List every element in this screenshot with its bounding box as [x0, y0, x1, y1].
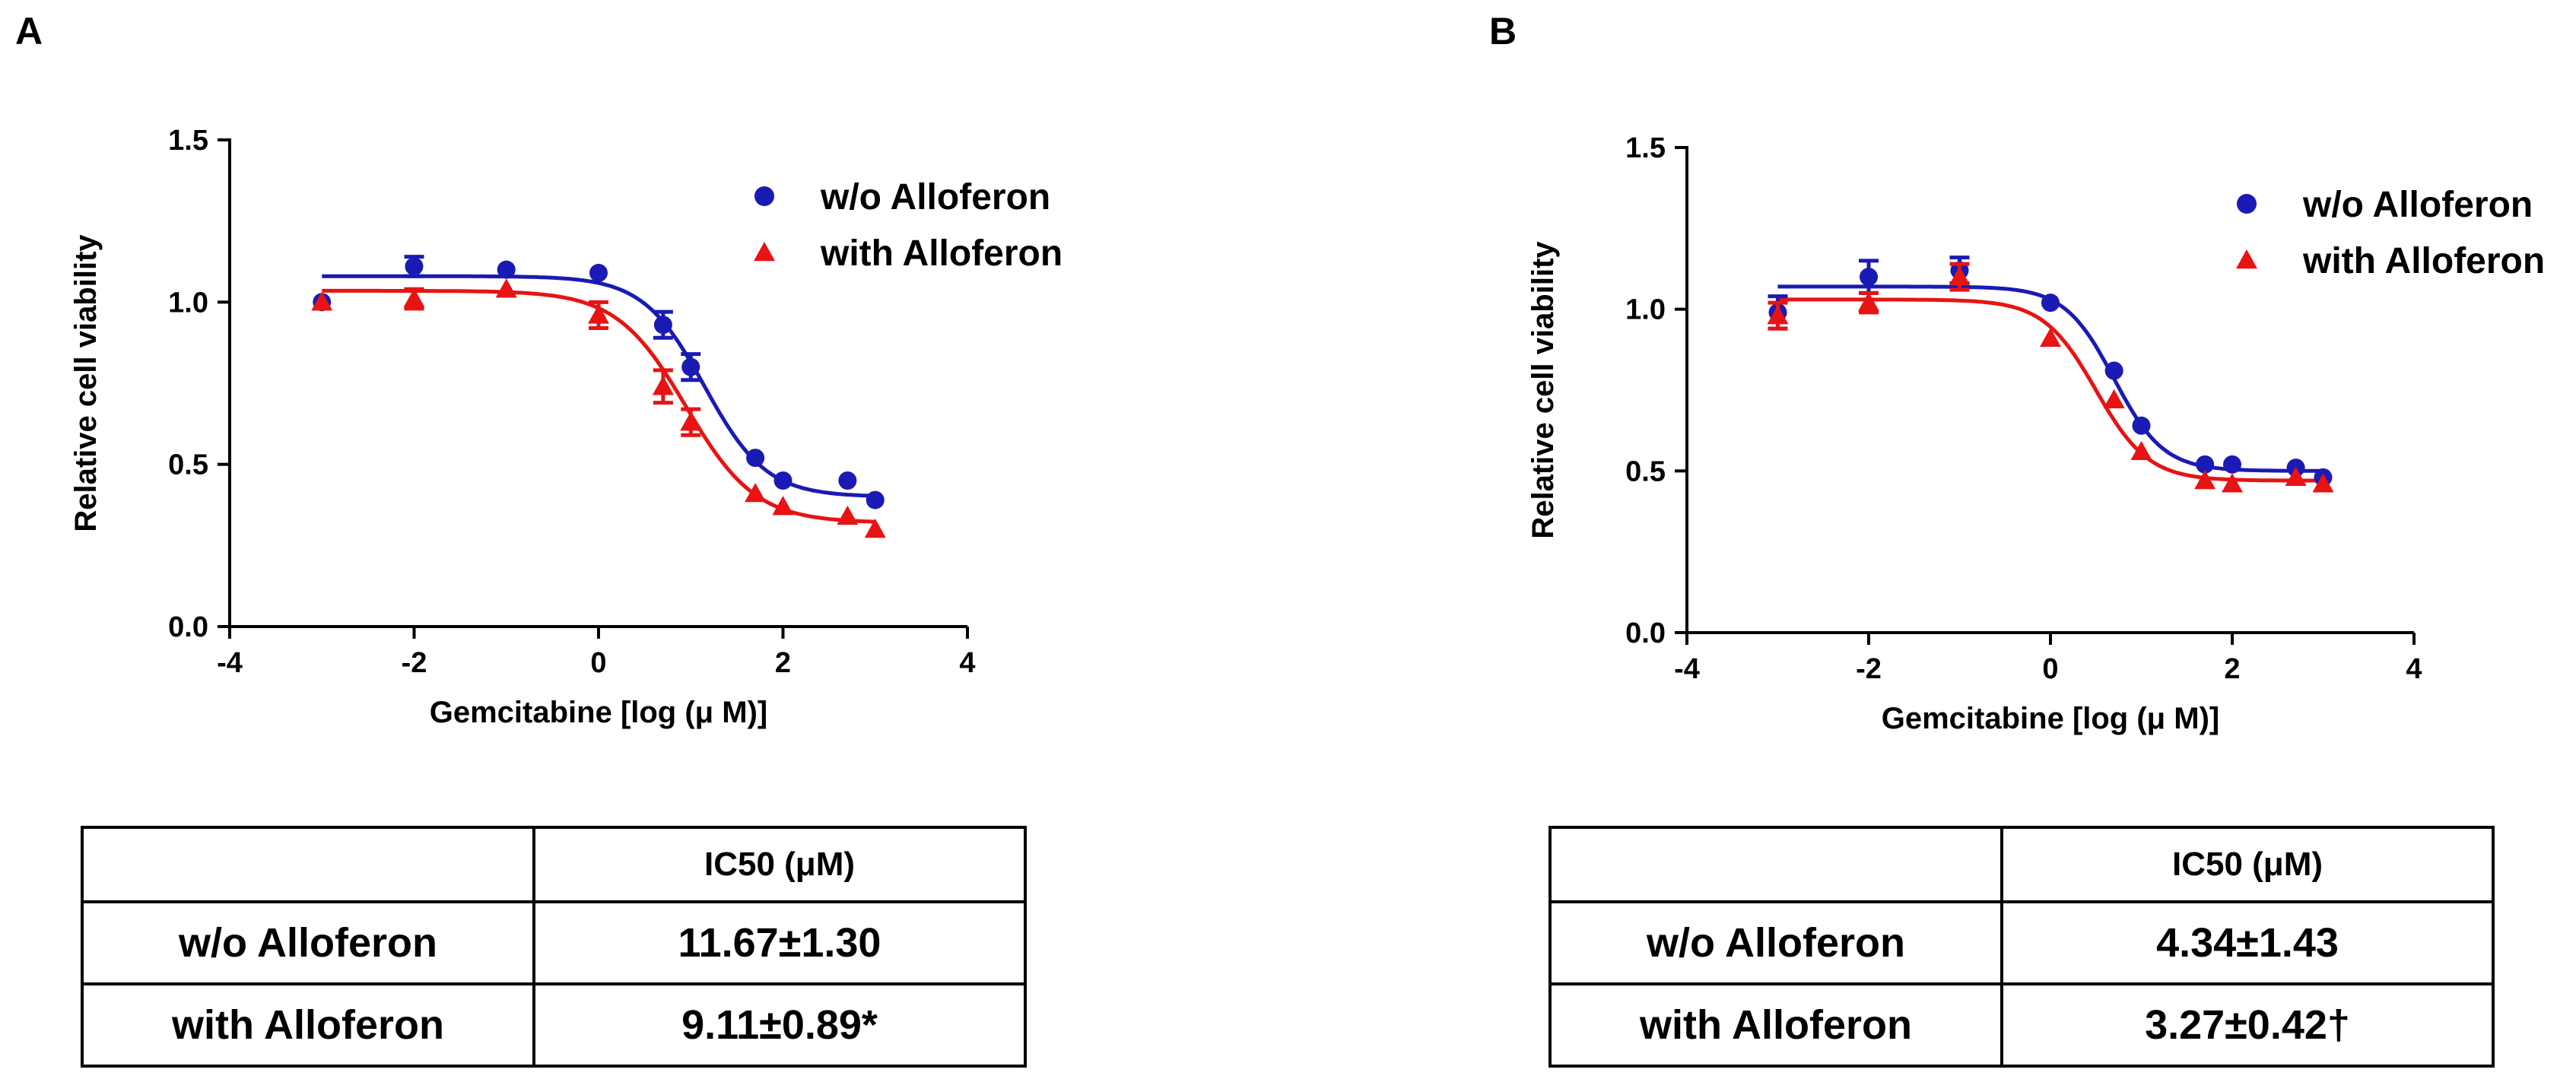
ic50-column-header: IC50 (μM) — [2000, 826, 2495, 903]
legend-label: with Alloferon — [820, 233, 1062, 274]
data-point — [405, 257, 424, 276]
data-point — [495, 278, 517, 298]
legend-marker — [754, 186, 774, 206]
row-label: w/o Alloferon — [1548, 900, 2003, 985]
table-row: with Alloferon 3.27±0.42† — [1548, 982, 2495, 1068]
y-axis-title: Relative cell viability — [69, 234, 103, 532]
data-point — [1860, 268, 1878, 287]
ic50-column-header: IC50 (μM) — [532, 826, 1027, 903]
legend-label: with Alloferon — [2302, 241, 2545, 281]
data-point — [864, 519, 886, 538]
y-tick-label: 0.0 — [1625, 617, 1666, 649]
ic50-value: 9.11±0.89* — [532, 982, 1027, 1068]
data-point — [746, 449, 765, 468]
y-tick-label: 1.5 — [1625, 132, 1666, 164]
x-tick-label: 0 — [2042, 653, 2058, 685]
data-point — [1767, 305, 1789, 325]
data-point — [653, 316, 672, 335]
data-point — [866, 490, 885, 509]
data-point — [745, 483, 767, 503]
legend-marker — [2236, 249, 2257, 269]
data-point — [2130, 440, 2152, 461]
data-point — [497, 260, 516, 279]
data-point — [2223, 455, 2241, 474]
data-point — [311, 291, 333, 311]
ic50-table-a: IC50 (μM) w/o Alloferon 11.67±1.30 with … — [81, 826, 1027, 1068]
chart-b: 0.0 0.5 1.0 1.5 -4 -2 0 2 4 Gemcitabine [log (μ M… — [1526, 132, 2545, 735]
data-point — [2222, 473, 2243, 493]
data-point — [837, 505, 859, 525]
data-point — [2104, 361, 2123, 380]
x-tick-label: -2 — [1856, 653, 1882, 685]
table-header-row: IC50 (μM) — [1548, 826, 2495, 903]
data-point — [652, 376, 674, 395]
panel-b: B 0.0 0.5 1.0 1.5 -4 -2 0 2 4 Gemcitabine [log (μ… — [1468, 0, 2576, 1079]
panel-letter: B — [1489, 10, 1517, 52]
data-point — [2103, 389, 2125, 408]
data-point — [838, 471, 857, 490]
data-point — [772, 496, 794, 516]
data-point — [1858, 292, 1879, 312]
data-point — [1949, 266, 1971, 286]
data-point — [589, 263, 608, 282]
row-label: with Alloferon — [1548, 982, 2003, 1068]
x-tick-label: -4 — [217, 647, 243, 679]
data-point — [2312, 473, 2334, 493]
chart-a: 0.0 0.5 1.0 1.5 -4 -2 0 2 4 Gemcitabine [log (μ M… — [69, 125, 1062, 729]
ic50-value: 4.34±1.43 — [2000, 900, 2495, 985]
x-axis-title: Gemcitabine [log (μ M)] — [1882, 702, 2219, 735]
legend-marker — [754, 242, 775, 262]
x-tick-label: 0 — [590, 647, 606, 679]
table-corner-cell — [81, 826, 535, 903]
data-point — [2132, 416, 2151, 435]
x-tick-label: -4 — [1674, 653, 1700, 685]
legend-marker — [2237, 194, 2257, 214]
y-tick-label: 1.5 — [168, 125, 208, 157]
data-point — [2194, 470, 2216, 490]
row-label: with Alloferon — [81, 982, 535, 1068]
y-tick-label: 0.0 — [168, 611, 208, 643]
panel-letter: A — [15, 10, 43, 52]
data-point — [2196, 455, 2215, 474]
data-point — [588, 304, 609, 324]
x-tick-label: 2 — [2224, 653, 2240, 685]
x-tick-label: 4 — [959, 647, 975, 679]
y-tick-label: 0.5 — [1625, 455, 1666, 487]
fit-curve — [1777, 297, 2323, 483]
row-label: w/o Alloferon — [81, 900, 535, 985]
x-tick-label: -2 — [402, 647, 427, 679]
x-tick-label: 4 — [2406, 653, 2422, 685]
table-header-row: IC50 (μM) — [81, 826, 1027, 903]
data-point — [680, 411, 702, 431]
y-tick-label: 1.0 — [168, 287, 208, 319]
ic50-table-b: IC50 (μM) w/o Alloferon 4.34±1.43 with A… — [1548, 826, 2495, 1068]
data-point — [681, 357, 700, 376]
x-axis-title: Gemcitabine [log (μ M)] — [430, 696, 767, 729]
table-row: with Alloferon 9.11±0.89* — [81, 982, 1027, 1068]
data-point — [403, 288, 425, 308]
y-axis-title: Relative cell viability — [1526, 241, 1560, 539]
data-point — [2285, 466, 2307, 487]
data-point — [773, 471, 792, 490]
y-tick-label: 0.5 — [168, 449, 208, 481]
ic50-value: 3.27±0.42† — [2000, 982, 2495, 1068]
panel-a: A 0.0 0.5 1.0 1.5 -4 -2 0 2 4 Gemcitabine [log (μ… — [0, 0, 1278, 1079]
data-point — [2041, 294, 2060, 313]
table-row: w/o Alloferon 11.67±1.30 — [81, 900, 1027, 985]
ic50-value: 11.67±1.30 — [532, 900, 1027, 985]
x-tick-label: 2 — [775, 647, 791, 679]
table-corner-cell — [1548, 826, 2003, 903]
table-row: w/o Alloferon 4.34±1.43 — [1548, 900, 2495, 985]
data-point — [2040, 327, 2061, 348]
y-tick-label: 1.0 — [1625, 294, 1666, 326]
legend-label: w/o Alloferon — [820, 177, 1050, 217]
legend-label: w/o Alloferon — [2302, 185, 2533, 225]
